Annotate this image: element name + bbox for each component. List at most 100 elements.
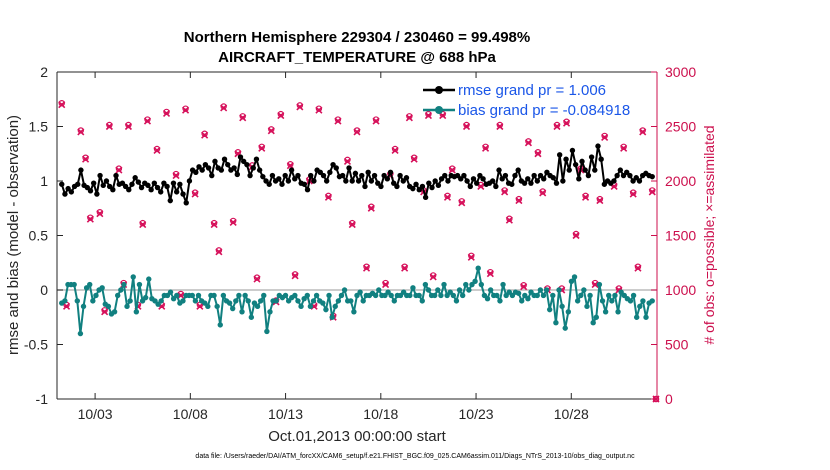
obs-assimilated-center xyxy=(83,157,88,161)
bias-point xyxy=(124,303,130,310)
bias-point xyxy=(453,298,460,304)
rmse-point xyxy=(167,197,173,204)
bias-point xyxy=(494,292,500,299)
bias-point xyxy=(565,309,572,315)
rmse-point xyxy=(553,180,560,186)
bias-point xyxy=(118,287,124,293)
bias-point xyxy=(245,298,251,304)
rmse-point xyxy=(355,178,362,184)
obs-assimilated-center xyxy=(174,173,178,178)
bias-point xyxy=(310,298,317,304)
rmse-point xyxy=(266,181,272,187)
rmse-point xyxy=(308,172,314,179)
rmse-point xyxy=(177,181,183,187)
bias-point xyxy=(633,314,640,320)
rmse-point xyxy=(534,178,541,184)
rmse-point xyxy=(247,172,253,179)
y-tick-label-right: 2000 xyxy=(665,173,696,189)
obs-assimilated-center xyxy=(393,148,397,153)
rmse-point xyxy=(384,176,391,182)
bias-point xyxy=(416,292,422,299)
bias-point xyxy=(90,298,96,304)
obs-assimilated-center xyxy=(269,129,273,133)
rmse-point xyxy=(493,183,499,190)
bias-point xyxy=(534,292,540,299)
bias-point xyxy=(313,292,320,299)
rmse-point xyxy=(110,187,116,193)
obs-assimilated-center xyxy=(412,157,416,161)
rmse-point xyxy=(368,178,375,184)
bias-point xyxy=(348,298,354,304)
rmse-point xyxy=(75,181,81,187)
obs-assimilated-center xyxy=(445,195,450,199)
rmse-point xyxy=(582,167,588,173)
obs-assimilated-center xyxy=(222,106,226,110)
x-tick-label: 10/13 xyxy=(268,406,303,422)
bias-point xyxy=(550,292,556,299)
y-axis-label-left: rmse and bias (model - observation) xyxy=(5,115,22,355)
obs-assimilated-center xyxy=(350,223,354,227)
bias-point xyxy=(273,298,279,304)
obs-assimilated-center xyxy=(598,199,602,203)
obs-assimilated-center xyxy=(503,190,507,194)
x-axis-label: Oct.01,2013 00:00:00 start xyxy=(268,428,446,445)
rmse-point xyxy=(221,156,228,162)
rmse-point xyxy=(512,172,518,179)
bias-point xyxy=(257,298,264,304)
obs-assimilated-center xyxy=(198,304,202,308)
bias-point xyxy=(87,281,93,288)
bias-point xyxy=(478,281,485,288)
rmse-point xyxy=(90,180,97,186)
rmse-point xyxy=(87,188,94,194)
rmse-point xyxy=(339,172,346,179)
bias-point xyxy=(419,298,425,304)
legend-rmse-label: rmse grand pr = 1.006 xyxy=(458,82,606,99)
obs-assimilated-center xyxy=(236,152,240,156)
rmse-point xyxy=(410,185,416,192)
rmse-point xyxy=(186,178,193,184)
obs-assimilated-center xyxy=(260,146,264,150)
rmse-point xyxy=(183,200,189,206)
rmse-point xyxy=(180,191,186,197)
rmse-point xyxy=(426,180,432,186)
obs-assimilated-center xyxy=(241,116,245,120)
obs-assimilated-center xyxy=(183,108,188,112)
rmse-series xyxy=(59,143,655,206)
x-tick-label: 10/28 xyxy=(554,406,589,422)
bias-point xyxy=(559,303,565,310)
obs-assimilated-center xyxy=(60,103,64,107)
obs-assimilated-center xyxy=(288,164,292,168)
rmse-point xyxy=(413,181,419,187)
bias-point xyxy=(540,292,547,299)
obs-assimilated-center xyxy=(403,266,407,270)
zero-marker-circle xyxy=(652,395,660,403)
bias-point xyxy=(599,298,606,304)
bias-point xyxy=(341,287,348,293)
rmse-point xyxy=(193,169,199,175)
bias-point xyxy=(307,303,314,310)
rmse-point xyxy=(234,171,241,178)
y-tick-label-right: 500 xyxy=(665,337,689,353)
obs-assimilated-center xyxy=(541,191,545,195)
rmse-point xyxy=(62,191,68,197)
bias-point xyxy=(335,298,342,304)
bias-point xyxy=(195,292,202,299)
bias-point xyxy=(282,292,289,299)
rmse-point xyxy=(550,175,556,181)
rmse-point xyxy=(569,147,576,154)
rmse-point xyxy=(346,165,352,171)
rmse-point xyxy=(225,161,231,168)
bias-point xyxy=(553,320,559,326)
rmse-point xyxy=(132,175,138,181)
bias-point xyxy=(298,303,304,310)
rmse-point xyxy=(148,187,154,193)
rmse-point xyxy=(365,169,371,175)
rmse-point xyxy=(269,172,276,179)
obs-assimilated-center xyxy=(107,124,111,129)
bias-point xyxy=(62,298,68,304)
bias-point xyxy=(525,296,531,302)
rmse-point xyxy=(598,156,604,162)
bias-point xyxy=(475,265,481,271)
rmse-point xyxy=(627,172,633,179)
obs-assimilated-center xyxy=(98,212,102,216)
